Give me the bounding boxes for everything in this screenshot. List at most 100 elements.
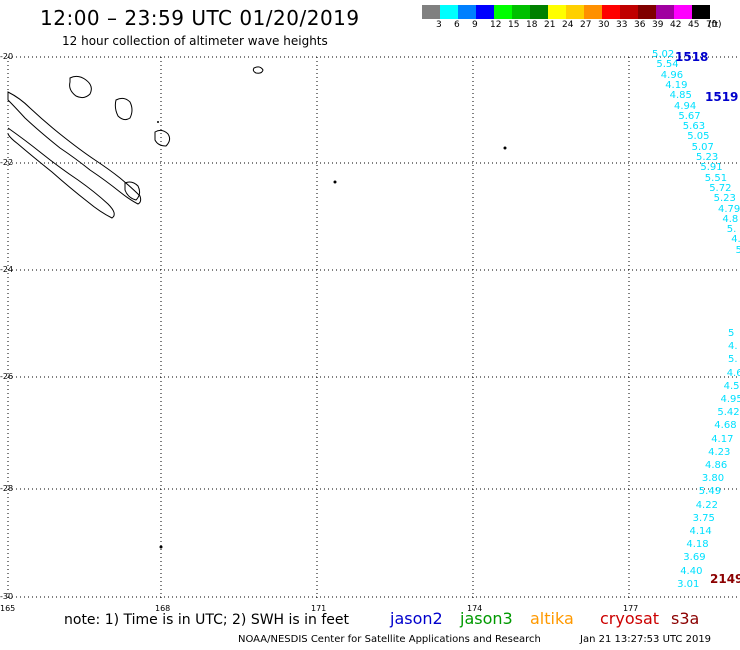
wave-height-point: 4.23 xyxy=(708,446,731,458)
satellite-jason2: jason2 xyxy=(390,609,443,628)
pass-label: 1519 xyxy=(705,90,739,104)
wave-height-point: 5.49 xyxy=(698,486,722,498)
pass-label: 1518 xyxy=(675,50,709,64)
wave-height-point: 4.18 xyxy=(686,539,709,551)
wave-height-point: 4.6 xyxy=(726,367,740,379)
wave-height-point: 5.07 xyxy=(691,141,714,153)
satellite-s3a: s3a xyxy=(671,609,700,628)
legend-label: 30 xyxy=(598,20,610,30)
legend-swatch xyxy=(422,5,440,19)
pass-label: 2149 xyxy=(710,572,740,586)
wave-height-point: 5 xyxy=(735,244,740,256)
wave-height-point: 4.14 xyxy=(689,526,712,537)
legend-label: 27 xyxy=(580,20,592,30)
wave-height-point: 5.63 xyxy=(682,121,706,133)
lon-label: 165 xyxy=(0,604,16,613)
coastline xyxy=(7,66,264,219)
wave-height-point: 5.02 xyxy=(652,49,675,60)
wave-height-point: 4. xyxy=(731,234,740,246)
legend-label: 36 xyxy=(634,20,646,30)
lat-label: -28 xyxy=(0,484,14,493)
legend-label: 39 xyxy=(652,20,664,30)
wave-height-point: 4.19 xyxy=(665,79,688,91)
wave-height-point: 3.75 xyxy=(692,512,715,524)
wave-height-point: 5.54 xyxy=(656,59,679,71)
legend-label: 15 xyxy=(508,20,520,30)
legend-label: 70 xyxy=(706,20,718,30)
wave-height-point: 4.40 xyxy=(680,565,703,577)
legend-swatch xyxy=(512,5,530,19)
legend-labels: 3 6 9 12 15 18 21 24 27 30 33 36 39 42 45 70 (ft) xyxy=(422,20,740,32)
page-title: 12:00 – 23:59 UTC 01/20/2019 xyxy=(40,6,360,30)
satellite-cryosat: cryosat xyxy=(600,609,660,628)
legend-label: 21 xyxy=(544,20,556,30)
lon-label: 168 xyxy=(155,604,171,613)
legend-label: 45 xyxy=(688,20,700,30)
legend-label: 6 xyxy=(454,20,460,30)
lon-label: 171 xyxy=(311,604,327,613)
wave-height-point: 4.95 xyxy=(720,394,740,405)
lat-lon-grid xyxy=(7,56,740,600)
lon-label: 177 xyxy=(623,604,639,613)
islets xyxy=(157,121,507,549)
legend-swatch xyxy=(440,5,458,19)
wave-height-point: 5. xyxy=(726,224,737,236)
legend-swatch xyxy=(674,5,692,19)
wave-height-point: 4. xyxy=(728,341,738,353)
wave-height-point: 5 xyxy=(728,328,735,339)
wave-height-point: 4.59 xyxy=(723,380,740,392)
legend-swatch xyxy=(458,5,476,19)
wave-height-point: 5.05 xyxy=(687,131,710,143)
lat-label: -30 xyxy=(0,592,14,601)
legend-swatch xyxy=(692,5,710,19)
legend-swatch xyxy=(602,5,620,19)
legend-unit: (ft) xyxy=(708,20,722,30)
wave-height-point: 4.22 xyxy=(695,499,718,511)
legend-swatch xyxy=(548,5,566,19)
wave-height-point: 5.23 xyxy=(696,152,719,163)
legend-swatch xyxy=(638,5,656,19)
legend-label: 33 xyxy=(616,20,628,30)
footnote: note: 1) Time is in UTC; 2) SWH is in fe… xyxy=(64,612,350,628)
wave-height-point: 4.85 xyxy=(669,90,692,102)
wave-height-point: 5.67 xyxy=(678,110,701,122)
legend-swatch xyxy=(656,5,674,19)
wave-height-point: 4.79 xyxy=(718,203,740,215)
legend-label: 24 xyxy=(562,20,574,30)
legend-swatch xyxy=(566,5,584,19)
legend-swatch xyxy=(530,5,548,19)
wave-height-point: 5. xyxy=(728,354,738,366)
wave-height-point: 4.68 xyxy=(714,420,737,432)
generated-timestamp: Jan 21 13:27:53 UTC 2019 xyxy=(580,634,712,645)
wave-height-point: 4.94 xyxy=(674,100,697,112)
legend-swatch xyxy=(584,5,602,19)
wave-height-point: 3.80 xyxy=(701,473,725,485)
lat-label: -26 xyxy=(0,372,14,381)
wave-height-point: 5.91 xyxy=(700,162,723,174)
legend-label: 12 xyxy=(490,20,502,30)
wave-height-point: 5.23 xyxy=(713,193,736,205)
wave-height-point: 5.72 xyxy=(709,182,732,194)
lat-label: -20 xyxy=(0,52,14,61)
lat-label: -24 xyxy=(0,265,14,274)
wave-height-point: 3.01 xyxy=(677,578,700,590)
legend-swatch xyxy=(620,5,638,19)
wave-height-point: 5.51 xyxy=(704,172,728,184)
wave-height-point: 4.17 xyxy=(711,433,734,445)
wave-height-point: 4.96 xyxy=(660,69,684,81)
lat-label: -22 xyxy=(0,158,14,167)
wave-height-legend xyxy=(422,5,710,19)
legend-label: 3 xyxy=(436,20,442,30)
wave-height-point: 4.8 xyxy=(722,213,739,225)
legend-label: 18 xyxy=(526,20,538,30)
wave-height-point: 3.69 xyxy=(683,552,706,564)
legend-swatch xyxy=(494,5,512,19)
legend-label: 42 xyxy=(670,20,682,30)
satellite-jason3: jason3 xyxy=(460,609,513,628)
satellite-altika: altika xyxy=(530,609,574,628)
credit-line: NOAA/NESDIS Center for Satellite Applica… xyxy=(238,634,541,645)
wave-height-point: 4.86 xyxy=(705,460,728,471)
lon-label: 174 xyxy=(467,604,483,613)
page-subtitle: 12 hour collection of altimeter wave hei… xyxy=(62,34,328,48)
